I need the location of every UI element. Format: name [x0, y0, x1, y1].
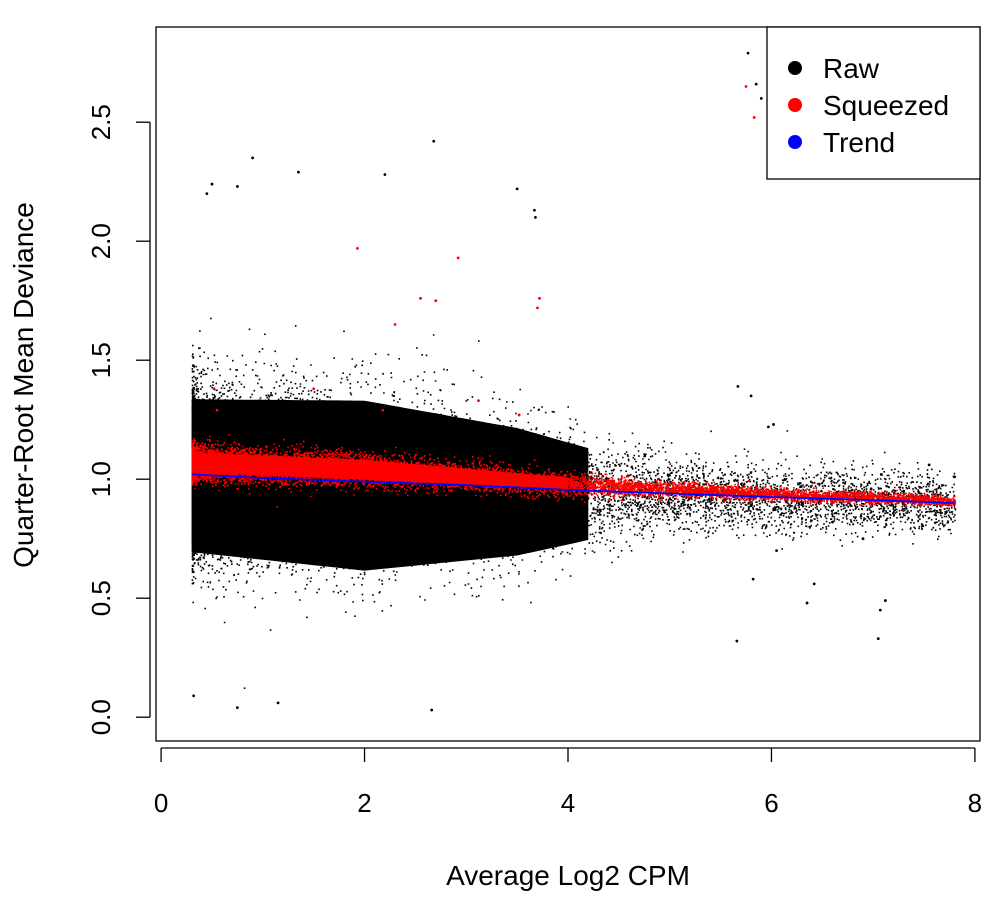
- legend-marker-trend: [788, 135, 802, 149]
- legend-box: [766, 26, 981, 180]
- series-raw-point: [800, 501, 804, 505]
- series-raw-point: [879, 473, 883, 476]
- series-raw-point: [235, 706, 239, 710]
- series-raw-point: [533, 208, 536, 212]
- y-tick-label: 0.0: [86, 699, 116, 735]
- axes-layer: 0 2 4 6 8 0.0 0.5 1.0 1.5 2.0 2.5: [86, 26, 982, 818]
- series-squeezed-point: [754, 484, 758, 488]
- series-squeezed-point: [790, 499, 794, 503]
- legend-marker-squeezed: [788, 98, 802, 112]
- series-squeezed-point: [744, 85, 748, 88]
- series-squeezed-point: [869, 501, 873, 505]
- series-squeezed-point: [381, 408, 385, 412]
- series-raw-point: [775, 549, 778, 552]
- series-trend-line: [191, 473, 955, 504]
- series-raw-point: [876, 637, 880, 641]
- series-squeezed-point: [517, 413, 521, 417]
- raw-cloud-core: [191, 399, 589, 571]
- legend-label-trend: Trend: [823, 127, 895, 158]
- series-squeezed-point: [538, 296, 541, 300]
- trend-layer: [191, 473, 955, 504]
- series-raw-point: [192, 694, 196, 698]
- series-squeezed-point: [477, 399, 480, 403]
- plot-frame: [155, 26, 981, 742]
- series-raw-point: [383, 173, 387, 176]
- series-raw-point: [534, 216, 537, 219]
- series-squeezed-point: [419, 296, 422, 300]
- series-raw-point: [432, 139, 436, 143]
- x-tick-label: 8: [968, 788, 982, 818]
- series-raw-point: [869, 487, 873, 491]
- series-raw-point: [812, 582, 816, 586]
- x-tick-label: 6: [764, 788, 778, 818]
- series-raw-point: [205, 192, 209, 196]
- series-raw-point: [883, 599, 887, 602]
- series-squeezed-point: [434, 299, 438, 303]
- series-squeezed-point: [212, 387, 216, 391]
- series-squeezed-point: [714, 487, 717, 491]
- series-squeezed-point: [729, 489, 733, 493]
- series-raw-point: [878, 608, 882, 612]
- series-squeezed-point: [312, 387, 316, 391]
- series-squeezed-point: [393, 323, 397, 326]
- series-raw-point: [831, 520, 834, 524]
- series-raw-point: [736, 384, 740, 388]
- series-raw-point: [735, 639, 739, 643]
- legend-label-squeezed: Squeezed: [823, 90, 949, 121]
- series-raw-point: [861, 537, 865, 541]
- x-tick-label: 0: [154, 788, 168, 818]
- series-raw-point: [902, 489, 906, 493]
- series-squeezed-point: [356, 246, 359, 250]
- x-tick-label: 4: [561, 788, 575, 818]
- legend: Raw Squeezed Trend: [766, 26, 981, 180]
- series-squeezed-point: [953, 499, 956, 503]
- y-tick-label: 2.0: [86, 223, 116, 259]
- series-squeezed-point: [752, 116, 756, 119]
- series-squeezed-point: [536, 306, 539, 310]
- series-raw-point: [276, 701, 280, 705]
- series-squeezed-point: [215, 408, 219, 412]
- y-tick-label: 1.5: [86, 342, 116, 378]
- series-raw-point: [515, 187, 519, 191]
- series-raw-point: [251, 156, 255, 160]
- series-raw-point: [790, 511, 794, 514]
- points-layer: [191, 51, 957, 712]
- series-raw-point: [953, 475, 956, 479]
- series-raw-point: [749, 394, 753, 398]
- series-raw-point: [297, 170, 300, 174]
- series-raw-point: [805, 601, 809, 605]
- series-raw-point: [772, 423, 775, 426]
- series-raw-point: [751, 577, 755, 581]
- series-raw-point: [927, 463, 931, 467]
- series-raw-point: [235, 185, 239, 188]
- y-axis-title: Quarter-Root Mean Deviance: [8, 202, 39, 568]
- series-squeezed-point: [831, 501, 834, 505]
- y-tick-label: 0.5: [86, 580, 116, 616]
- legend-marker-raw: [788, 61, 802, 75]
- series-raw-point: [746, 51, 750, 55]
- series-raw-point: [759, 97, 763, 100]
- series-raw-point: [210, 182, 214, 186]
- y-tick-label: 1.0: [86, 461, 116, 497]
- series-squeezed-point: [456, 256, 460, 260]
- series-raw-point: [754, 82, 758, 86]
- series-squeezed-point: [912, 496, 916, 500]
- legend-label-raw: Raw: [823, 53, 880, 84]
- y-tick-label: 2.5: [86, 104, 116, 140]
- squeezed-cloud-core: [191, 452, 568, 491]
- series-raw-point: [430, 708, 434, 712]
- x-axis-title: Average Log2 CPM: [446, 860, 690, 891]
- x-tick-label: 2: [357, 788, 371, 818]
- series-raw-point: [767, 425, 770, 429]
